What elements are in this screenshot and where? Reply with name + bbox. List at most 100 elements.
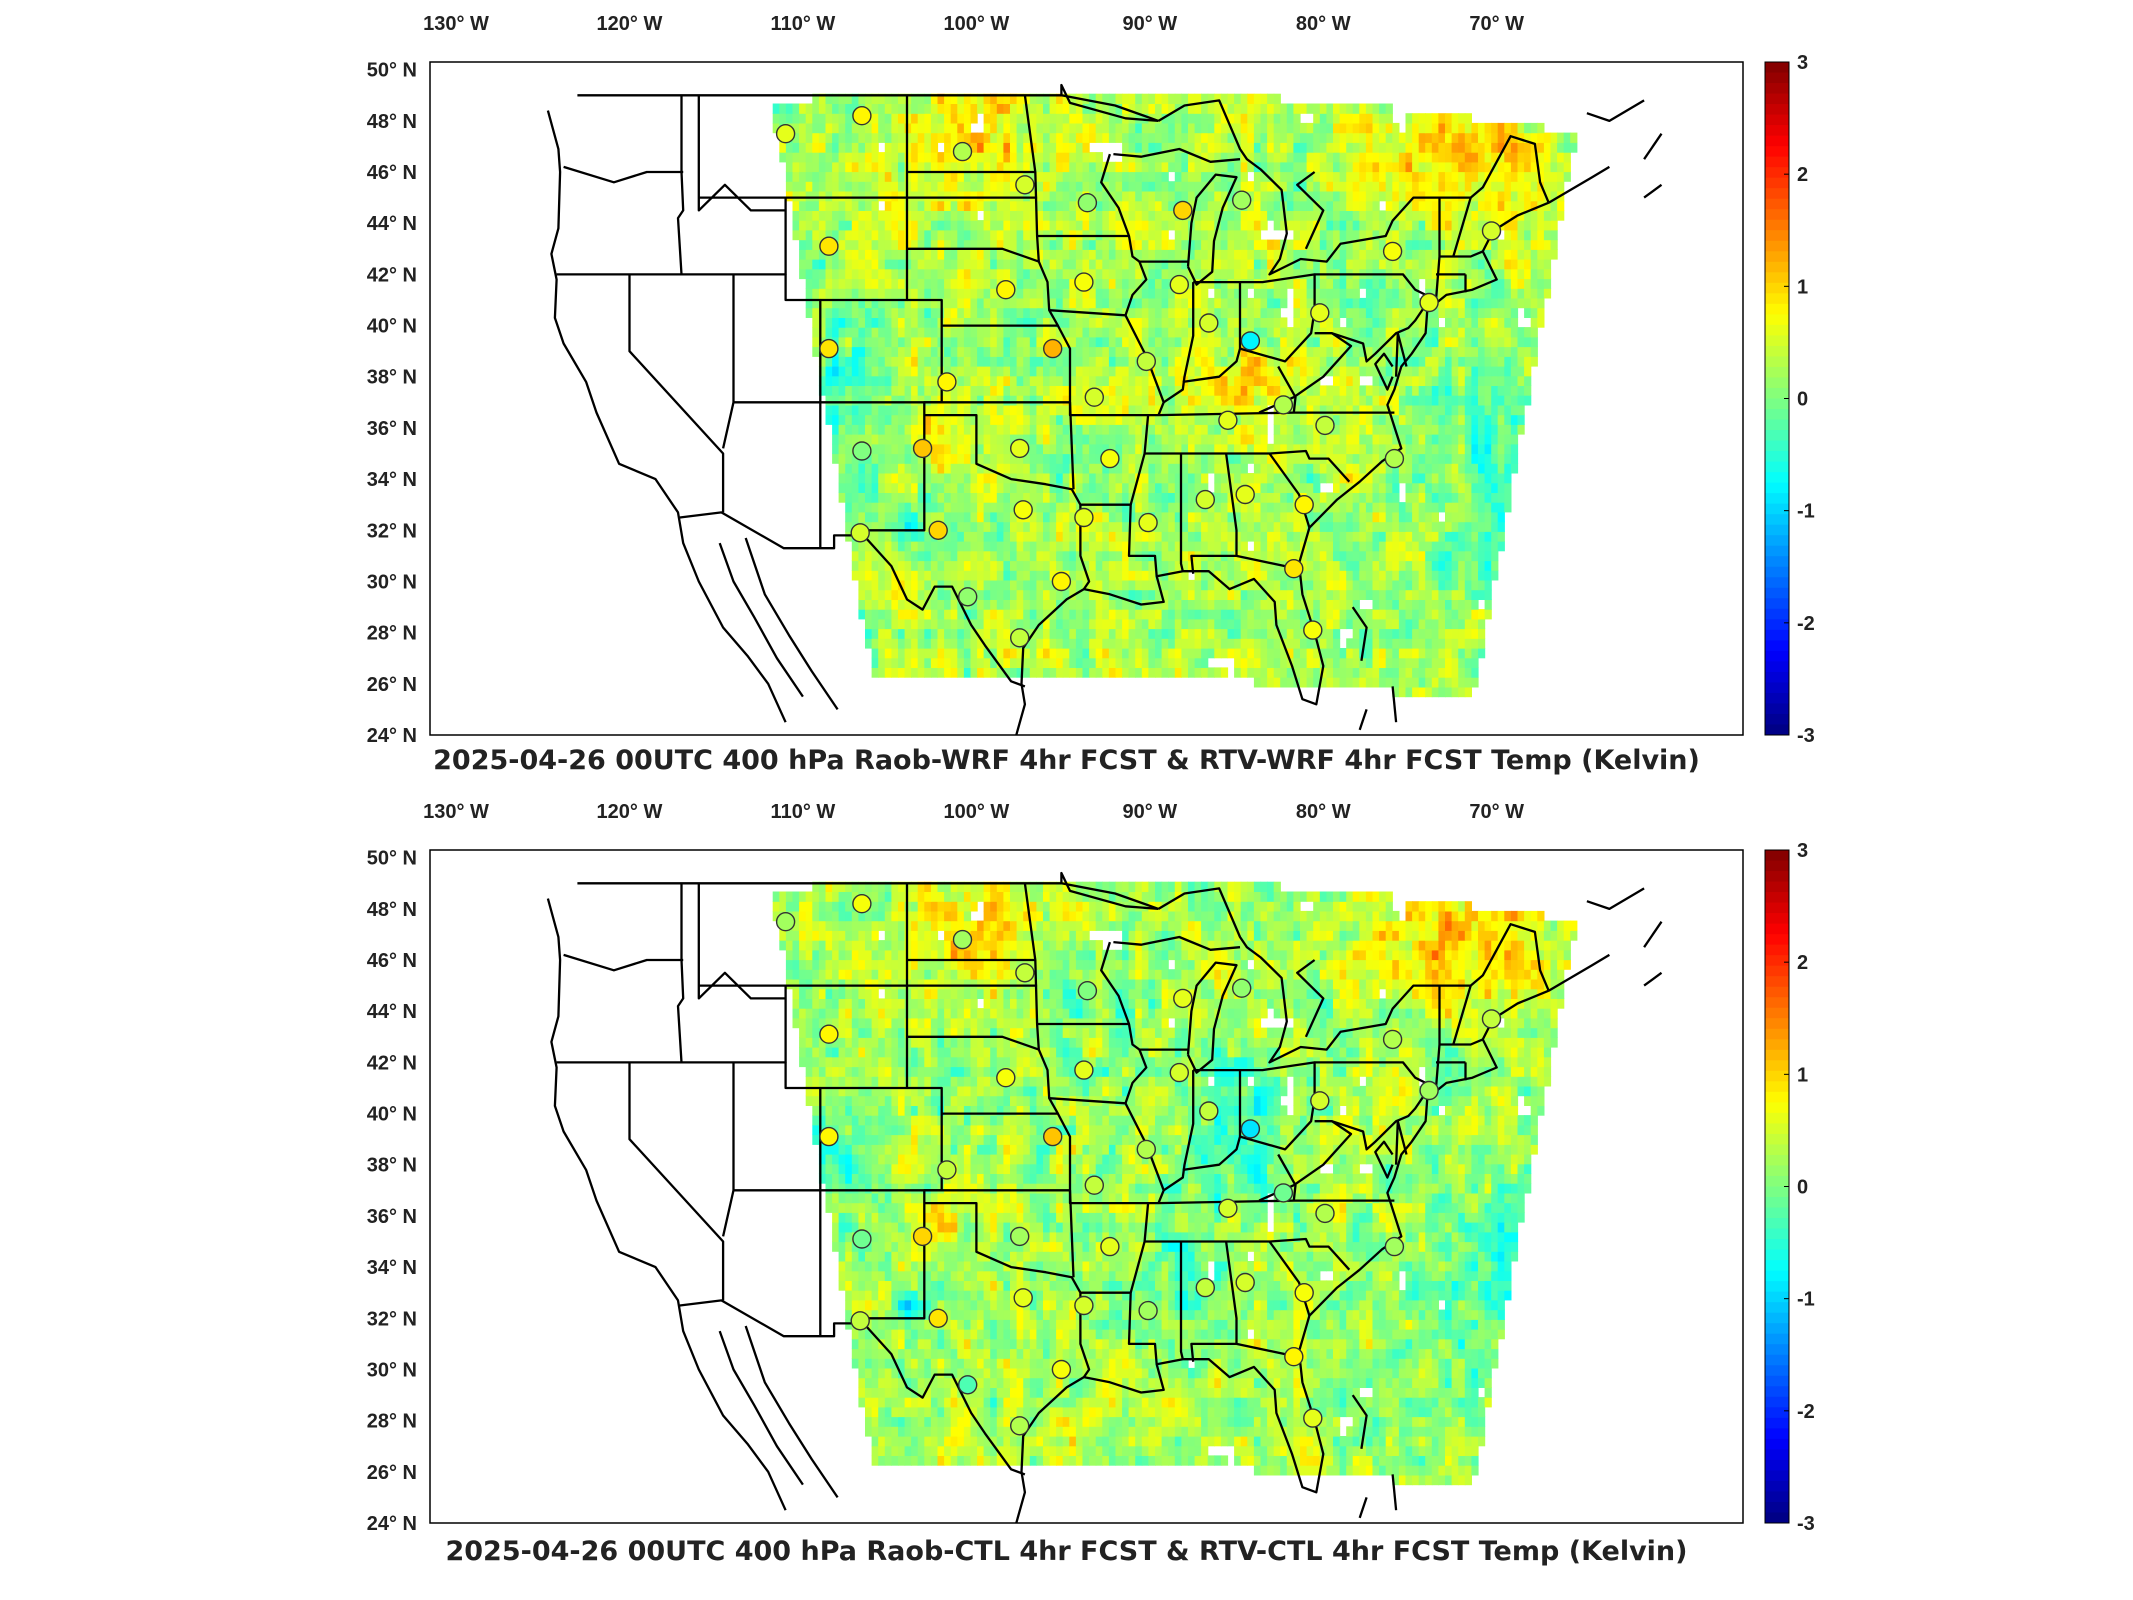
- station-marker: [1384, 1236, 1405, 1257]
- lat-tick-label: 32° N: [367, 1308, 417, 1330]
- lat-tick-label: 28° N: [367, 623, 417, 645]
- station-marker: [1303, 620, 1323, 640]
- station-marker: [937, 372, 957, 392]
- lat-tick-label: 46° N: [367, 162, 417, 184]
- station-marker: [852, 105, 872, 126]
- lat-tick-label: 36° N: [367, 1206, 417, 1228]
- station-marker: [1010, 628, 1030, 648]
- lon-tick-label: 110° W: [771, 801, 836, 823]
- station-marker: [1303, 1408, 1323, 1428]
- station-marker: [852, 1229, 872, 1249]
- station-marker: [1077, 192, 1098, 213]
- lat-tick-label: 36° N: [367, 418, 417, 440]
- station-marker: [1042, 338, 1063, 359]
- station-marker: [1173, 200, 1193, 221]
- lon-tick-label: 90° W: [1122, 801, 1177, 823]
- lon-tick-label: 130° W: [423, 801, 489, 823]
- station-marker: [1231, 978, 1252, 998]
- station-marker: [1481, 221, 1502, 241]
- station-marker: [1100, 448, 1120, 469]
- station-marker: [1051, 1359, 1072, 1380]
- colorbar-tick-label: -3: [1797, 725, 1815, 747]
- station-marker: [1273, 395, 1294, 415]
- lat-tick-label: 34° N: [367, 1257, 417, 1279]
- station-marker: [952, 141, 973, 162]
- colorbar-tick-label: -3: [1797, 1513, 1815, 1535]
- colorbar-tick-label: 0: [1797, 1177, 1808, 1199]
- lat-tick-label: 28° N: [367, 1411, 417, 1433]
- station-marker: [1419, 292, 1439, 313]
- station-marker: [1240, 331, 1261, 351]
- station-marker: [1481, 1009, 1502, 1029]
- station-marker: [819, 1024, 839, 1044]
- station-marker: [958, 1375, 978, 1395]
- lat-tick-label: 42° N: [367, 264, 417, 286]
- lon-tick-label: 70° W: [1469, 13, 1524, 35]
- map-plot-1: 130° W 120° W 110° W 100° W 90° W 80° W 70° W …: [367, 13, 1815, 747]
- colorbar-2: 3 2 1 0 -1 -2 -3: [1764, 840, 1815, 1535]
- station-marker: [952, 929, 973, 950]
- station-marker: [819, 236, 839, 256]
- station-marker: [1294, 1283, 1314, 1303]
- colorbar-tick-label: 2: [1797, 952, 1808, 974]
- colorbar-tick-label: 0: [1797, 389, 1808, 411]
- station-marker: [1169, 274, 1190, 295]
- station-marker: [775, 911, 796, 932]
- station-marker: [1084, 1175, 1105, 1195]
- map-frame-1: [429, 61, 1744, 736]
- station-marker: [912, 1226, 933, 1247]
- lat-tick-label: 30° N: [367, 571, 417, 593]
- state-borders-2: [546, 871, 1663, 1524]
- station-marker: [1419, 1080, 1439, 1101]
- lon-tick-label: 100° W: [943, 13, 1009, 35]
- colorbar-1: 3 2 1 0 -1 -2 -3: [1764, 52, 1815, 747]
- station-marker: [1077, 980, 1098, 1001]
- station-marker: [1195, 1277, 1216, 1298]
- lat-tick-label: 42° N: [367, 1052, 417, 1074]
- map-title-2: 2025-04-26 00UTC 400 hPa Raob-CTL 4hr FC…: [445, 1536, 1688, 1567]
- station-marker: [1169, 1062, 1190, 1083]
- station-marker: [1010, 1226, 1030, 1247]
- colorbar-tick-label: 1: [1797, 1064, 1808, 1086]
- lat-tick-label: 24° N: [367, 1513, 417, 1535]
- station-marker: [775, 123, 796, 144]
- station-marker: [1315, 1203, 1335, 1224]
- colorbar-tick-label: -2: [1797, 613, 1815, 635]
- station-marker: [1013, 1288, 1033, 1308]
- station-marker: [1218, 1198, 1238, 1218]
- station-marker: [1199, 1101, 1219, 1121]
- station-marker: [1231, 190, 1252, 210]
- station-marker: [1136, 351, 1157, 372]
- station-marker: [1100, 1236, 1120, 1257]
- lat-tick-label: 40° N: [367, 1104, 417, 1126]
- lat-tick-label: 34° N: [367, 469, 417, 491]
- station-marker: [1294, 495, 1314, 515]
- station-marker: [852, 441, 872, 461]
- lat-tick-label: 44° N: [367, 1001, 417, 1023]
- station-marker: [1138, 512, 1158, 533]
- station-marker: [1074, 1295, 1094, 1316]
- station-marker: [1315, 415, 1335, 436]
- station-marker: [1042, 1126, 1063, 1147]
- map-panel-2: 130° W 120° W 110° W 100° W 90° W 80° W 70° W …: [0, 788, 2133, 1600]
- colorbar-tick-label: -1: [1797, 501, 1815, 523]
- lat-tick-label: 32° N: [367, 520, 417, 542]
- station-marker: [1382, 241, 1403, 262]
- map-title-1: 2025-04-26 00UTC 400 hPa Raob-WRF 4hr FC…: [433, 745, 1700, 776]
- station-marker: [1010, 438, 1030, 459]
- station-marker: [1218, 410, 1238, 430]
- station-marker: [958, 587, 978, 607]
- colorbar-tick-label: -1: [1797, 1289, 1815, 1311]
- station-marker: [1235, 484, 1255, 505]
- station-marker: [1310, 303, 1330, 323]
- station-marker: [1382, 1029, 1403, 1050]
- lat-tick-label: 48° N: [367, 111, 417, 133]
- map-panel-1: 130° W 120° W 110° W 100° W 90° W 80° W 70° W …: [367, 13, 1815, 776]
- station-marker: [1284, 1347, 1304, 1367]
- colorbar-tick-label: 2: [1797, 164, 1808, 186]
- lat-tick-label: 26° N: [367, 674, 417, 696]
- raob-stations-2: [775, 893, 1502, 1436]
- station-marker: [1195, 489, 1216, 510]
- station-marker: [819, 1126, 839, 1147]
- colorbar-tick-label: 3: [1797, 840, 1808, 862]
